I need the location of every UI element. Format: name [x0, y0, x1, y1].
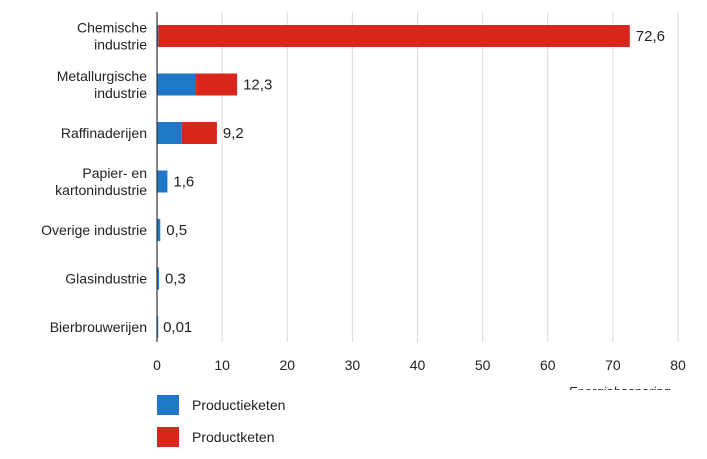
bar-segment — [158, 25, 630, 47]
x-tick-label: 10 — [214, 357, 230, 373]
bar-segment — [157, 73, 197, 96]
bar-segment — [181, 122, 217, 144]
x-tick-label: 20 — [279, 357, 295, 373]
category-label: Metallurgische — [57, 68, 147, 84]
bar-segment — [157, 219, 161, 241]
data-label: 9,2 — [223, 125, 244, 142]
x-tick-label: 60 — [540, 357, 556, 373]
data-label: 0,5 — [166, 222, 187, 239]
bar-segment — [157, 267, 159, 290]
legend-item-productieketen: Productieketen — [157, 395, 285, 415]
category-label: Overige industrie — [41, 222, 147, 238]
bars — [157, 25, 630, 338]
category-label: industrie — [94, 85, 147, 101]
gridlines — [221, 12, 679, 342]
x-axis-title: Energiebesparing → — [568, 384, 687, 390]
bar-segment — [157, 25, 159, 47]
x-tick-label: 30 — [345, 357, 361, 373]
category-label: Glasindustrie — [65, 271, 147, 287]
legend-label: Productketen — [192, 429, 275, 445]
legend-label: Productieketen — [192, 397, 286, 413]
category-label: Raffinaderijen — [61, 125, 147, 141]
legend: Productieketen Productketen — [157, 395, 285, 459]
legend-swatch — [157, 395, 179, 415]
data-label: 72,6 — [636, 28, 665, 45]
x-tick-label: 80 — [670, 357, 686, 373]
category-label: kartonindustrie — [55, 182, 147, 198]
bar-segment — [157, 170, 168, 193]
bar-segment — [196, 73, 238, 96]
category-label: Chemische — [77, 20, 147, 36]
category-label: industrie — [94, 37, 147, 53]
data-label: 0,3 — [165, 271, 186, 288]
x-tick-label: 0 — [153, 357, 161, 373]
category-labels: ChemischeindustrieMetallurgischeindustri… — [41, 20, 147, 336]
bar-segment — [157, 122, 182, 144]
bar-segment — [157, 316, 159, 338]
bar-chart: 72,612,39,21,60,50,30,01 Chemischeindust… — [41, 12, 687, 390]
data-label: 12,3 — [243, 77, 272, 94]
x-tick-labels: 0 10 20 30 40 50 60 70 80 — [153, 357, 686, 373]
x-tick-label: 40 — [410, 357, 426, 373]
legend-swatch — [157, 427, 179, 447]
x-tick-label: 50 — [475, 357, 491, 373]
x-tick-label: 70 — [605, 357, 621, 373]
category-label: Bierbrouwerijen — [50, 319, 147, 335]
legend-item-productketen: Productketen — [157, 427, 285, 447]
data-labels: 72,6 12,3 9,2 1,6 0,5 0,3 0,01 — [163, 28, 665, 336]
category-label: Papier- en — [82, 165, 147, 181]
data-label: 0,01 — [163, 319, 192, 336]
data-label: 1,6 — [173, 174, 194, 191]
